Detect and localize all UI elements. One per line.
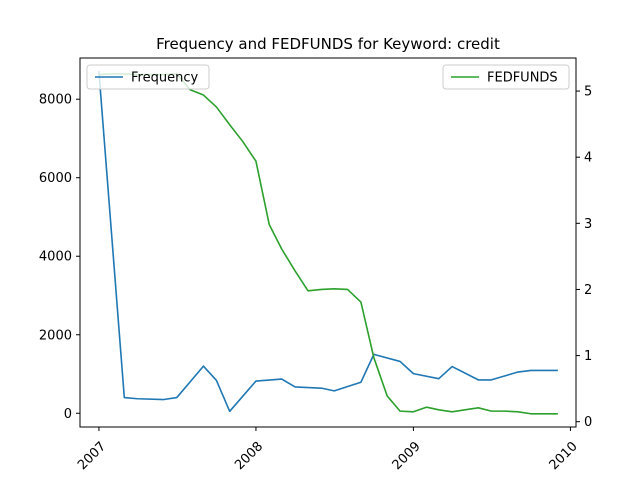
legend-label: FEDFUNDS xyxy=(487,71,558,86)
chart-title: Frequency and FEDFUNDS for Keyword: cred… xyxy=(156,35,500,53)
legends: Frequency FEDFUNDS xyxy=(86,64,570,90)
y-right-tick-label: 3 xyxy=(584,217,592,232)
y-left-tick-label: 4000 xyxy=(39,250,72,265)
y-right-tick-label: 1 xyxy=(584,349,592,364)
legend-box xyxy=(86,64,210,90)
axes-frame xyxy=(79,57,577,428)
y-left-tick-label: 6000 xyxy=(39,171,72,186)
legend-fedfunds: FEDFUNDS xyxy=(442,64,570,90)
legend-frequency: Frequency xyxy=(86,64,210,90)
legend-box xyxy=(442,64,570,90)
y-right-tick-label: 0 xyxy=(584,415,592,430)
y-right-tick-label: 2 xyxy=(584,283,592,298)
legend-label: Frequency xyxy=(131,71,198,86)
y-left-tick-label: 8000 xyxy=(39,93,72,108)
series-line-frequency xyxy=(98,70,558,413)
y-right-tick-label: 5 xyxy=(584,85,592,100)
y-right-tick-label: 4 xyxy=(584,151,592,166)
y-left-tick-label: 0 xyxy=(64,407,72,422)
y-left-tick-label: 2000 xyxy=(39,328,72,343)
